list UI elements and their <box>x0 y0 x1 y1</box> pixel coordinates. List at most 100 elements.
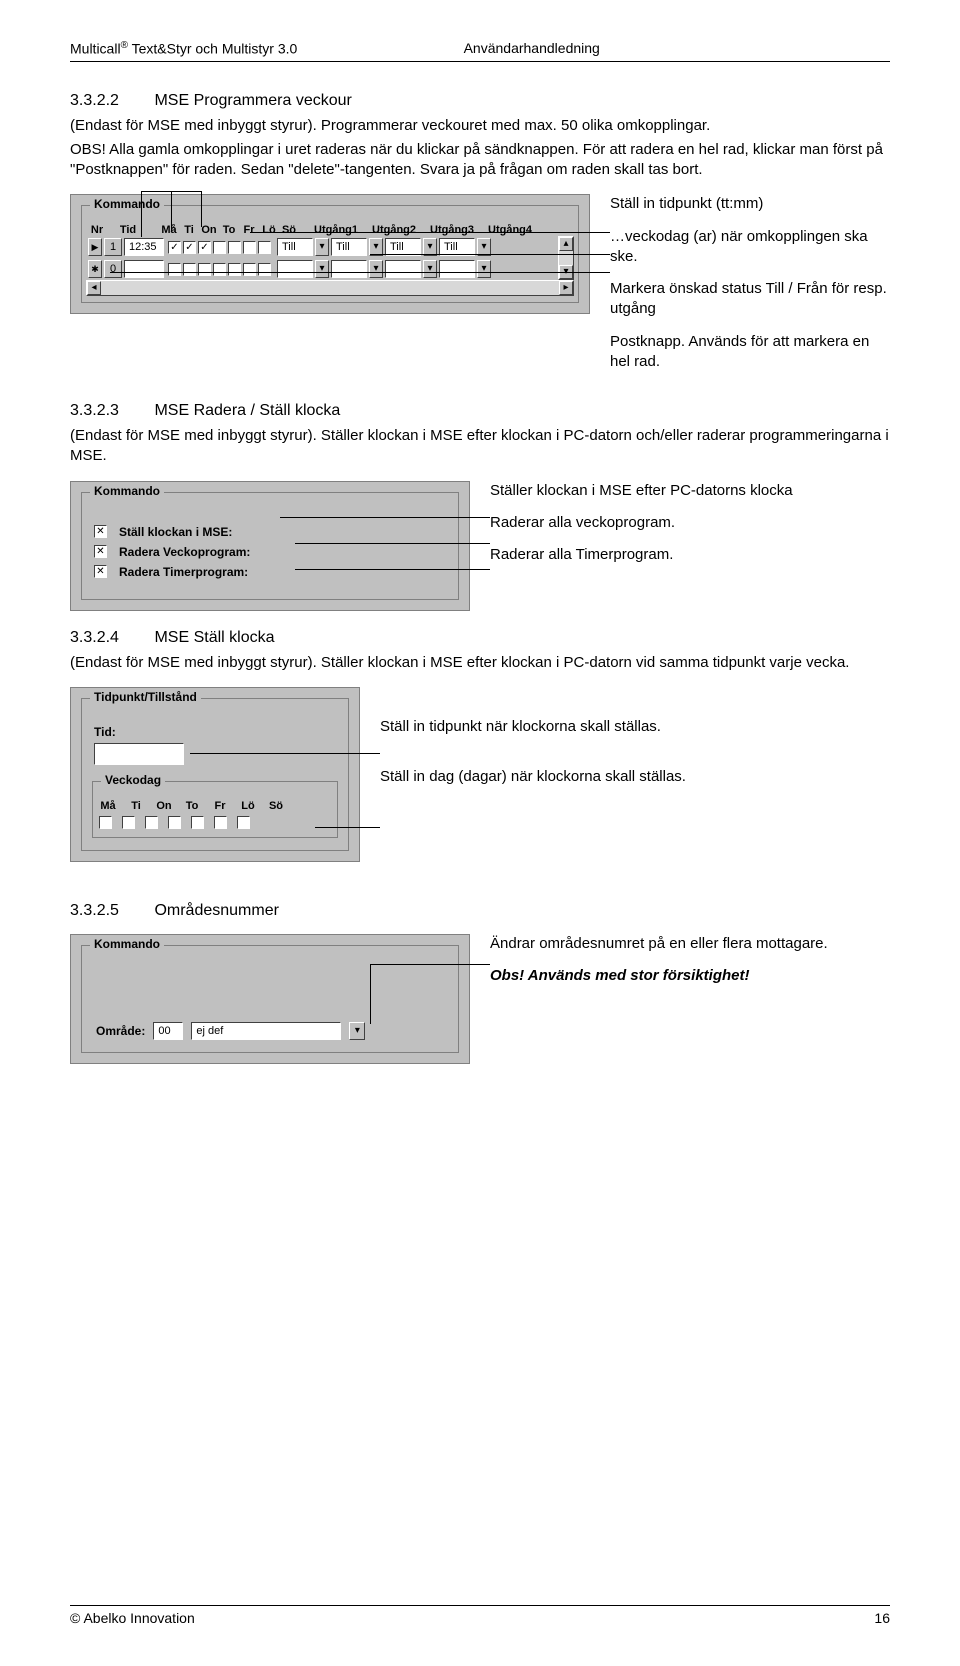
ann-postknapp: Postknapp. Används för att markera en he… <box>610 332 890 373</box>
page-header: Multicall® Text&Styr och Multistyr 3.0 A… <box>70 40 890 62</box>
cb-stall-klocka[interactable]: ✕ <box>94 525 107 538</box>
ann-dag: Ställ in dag (dagar) när klockorna skall… <box>380 767 890 787</box>
cb-to[interactable] <box>168 816 181 829</box>
ann-tidpunkt: Ställ in tidpunkt (tt:mm) <box>610 194 890 214</box>
out1[interactable]: Till <box>277 238 313 256</box>
tid-label: Tid: <box>94 725 336 739</box>
cb-fr[interactable] <box>228 263 241 276</box>
figure-stall-klocka: Tidpunkt/Tillstånd Tid: Veckodag Må Ti O… <box>70 687 890 862</box>
cb-lo[interactable] <box>214 816 227 829</box>
out3-step[interactable]: ▾ <box>423 260 437 278</box>
cb-fr[interactable] <box>228 241 241 254</box>
cb-on[interactable] <box>145 816 158 829</box>
para-3324-1: (Endast för MSE med inbyggt styrur). Stä… <box>70 653 890 673</box>
d-ti: Ti <box>127 800 145 812</box>
footer-company: Abelko Innovation <box>83 1610 194 1626</box>
page-footer: © Abelko Innovation 16 <box>70 1605 890 1626</box>
scrollbar-v[interactable]: ▴ ▾ <box>558 236 574 280</box>
omrade-step[interactable]: ▾ <box>349 1022 365 1040</box>
out2[interactable]: Till <box>331 238 367 256</box>
cb-radera-timer[interactable]: ✕ <box>94 565 107 578</box>
figure-omrade: Kommando Område: 00 ej def▾ Ändrar områd… <box>70 934 890 1064</box>
secnum: 3.3.2.2 <box>70 92 150 110</box>
annotations-fig3: Ställ in tidpunkt när klockorna skall st… <box>380 687 890 800</box>
cb-lo[interactable] <box>243 263 256 276</box>
cb-so[interactable] <box>258 241 271 254</box>
para-3323-1: (Endast för MSE med inbyggt styrur). Stä… <box>70 426 890 467</box>
lbl-radera-timer: Radera Timerprogram: <box>119 565 248 579</box>
ann-obs: Obs! Används med stor försiktighet! <box>490 966 890 986</box>
cb-on[interactable]: ✓ <box>198 241 211 254</box>
scroll-right-icon[interactable]: ▸ <box>559 281 573 295</box>
annotations-fig1: Ställ in tidpunkt (tt:mm) …veckodag (ar)… <box>610 194 890 384</box>
scroll-up-icon[interactable]: ▴ <box>559 237 573 251</box>
annotations-fig4: Ändrar områdesnumret på en eller flera m… <box>490 934 890 999</box>
d-ma: Må <box>99 800 117 812</box>
sectitle: Områdesnummer <box>154 902 278 919</box>
d-on: On <box>155 800 173 812</box>
schedule-row: ✱ 0 ▾ ▾ <box>86 258 558 280</box>
row-post-button[interactable]: ▶ <box>88 238 102 256</box>
col-ma: Må <box>160 224 178 236</box>
out3[interactable] <box>385 260 421 278</box>
col-lo: Lö <box>260 224 278 236</box>
out4-step[interactable]: ▾ <box>477 260 491 278</box>
out4[interactable] <box>439 260 475 278</box>
omrade-row: Område: 00 ej def ▾ <box>96 1022 365 1040</box>
cb-on[interactable] <box>198 263 211 276</box>
sectitle: MSE Radera / Ställ klocka <box>154 402 340 419</box>
cb-lo[interactable] <box>243 241 256 254</box>
out1-step[interactable]: ▾ <box>315 260 329 278</box>
cb-radera-vecko[interactable]: ✕ <box>94 545 107 558</box>
out1[interactable] <box>277 260 313 278</box>
cell-nr: 0 <box>104 260 122 278</box>
col-to: To <box>220 224 238 236</box>
cb-ti[interactable] <box>183 263 196 276</box>
out2-step[interactable]: ▾ <box>369 260 383 278</box>
col-u2: Utgång2 <box>366 224 422 236</box>
product-name: Multicall <box>70 41 121 57</box>
scroll-left-icon[interactable]: ◂ <box>87 281 101 295</box>
col-tid: Tid <box>108 224 148 236</box>
reg-mark: ® <box>121 40 128 51</box>
annotations-fig2: Ställer klockan i MSE efter PC-datorns k… <box>490 481 890 578</box>
col-u3: Utgång3 <box>424 224 480 236</box>
schedule-header: Nr Tid Må Ti On To Fr Lö Sö Utgång1 Utgå… <box>86 224 574 236</box>
cb-to[interactable] <box>213 263 226 276</box>
group-title: Veckodag <box>101 773 165 787</box>
cb-fr[interactable] <box>191 816 204 829</box>
tidpunkt-panel: Tidpunkt/Tillstånd Tid: Veckodag Må Ti O… <box>70 687 360 862</box>
col-so: Sö <box>280 224 298 236</box>
col-on: On <box>200 224 218 236</box>
scrollbar-h[interactable]: ◂ ▸ <box>86 280 574 296</box>
cb-ma[interactable]: ✓ <box>168 241 181 254</box>
cb-so[interactable] <box>258 263 271 276</box>
cb-ti[interactable] <box>122 816 135 829</box>
cb-to[interactable] <box>213 241 226 254</box>
out2[interactable] <box>331 260 367 278</box>
figure-veckour: Kommando Nr Tid Må Ti On To Fr Lö Sö Utg… <box>70 194 890 384</box>
para-3322-1: (Endast för MSE med inbyggt styrur). Pro… <box>70 116 890 136</box>
col-u4: Utgång4 <box>482 224 538 236</box>
ann-radera-timer: Raderar alla Timerprogram. <box>490 545 890 565</box>
cell-tid[interactable] <box>124 260 164 278</box>
tidpunkt-group: Tidpunkt/Tillstånd Tid: Veckodag Må Ti O… <box>81 698 349 851</box>
cb-so[interactable] <box>237 816 250 829</box>
out1-step[interactable]: ▾ <box>315 238 329 256</box>
row-post-button[interactable]: ✱ <box>88 260 102 278</box>
ann-omrade: Ändrar områdesnumret på en eller flera m… <box>490 934 890 954</box>
cb-ma[interactable] <box>99 816 112 829</box>
cb-ti[interactable]: ✓ <box>183 241 196 254</box>
cell-tid[interactable]: 12:35 <box>124 238 164 256</box>
ann-stall-klocka: Ställer klockan i MSE efter PC-datorns k… <box>490 481 890 501</box>
radera-panel: Kommando ✕ Ställ klockan i MSE: ✕ Radera… <box>70 481 470 611</box>
d-so: Sö <box>267 800 285 812</box>
sectitle: MSE Programmera veckour <box>154 92 351 109</box>
tid-input[interactable] <box>94 743 184 765</box>
heading-3325: 3.3.2.5 Områdesnummer <box>70 902 890 920</box>
omrade-value[interactable]: 00 <box>153 1022 183 1040</box>
cb-ma[interactable] <box>168 263 181 276</box>
omrade-label: Område: <box>96 1024 145 1038</box>
col-fr: Fr <box>240 224 258 236</box>
omrade-select[interactable]: ej def <box>191 1022 341 1040</box>
